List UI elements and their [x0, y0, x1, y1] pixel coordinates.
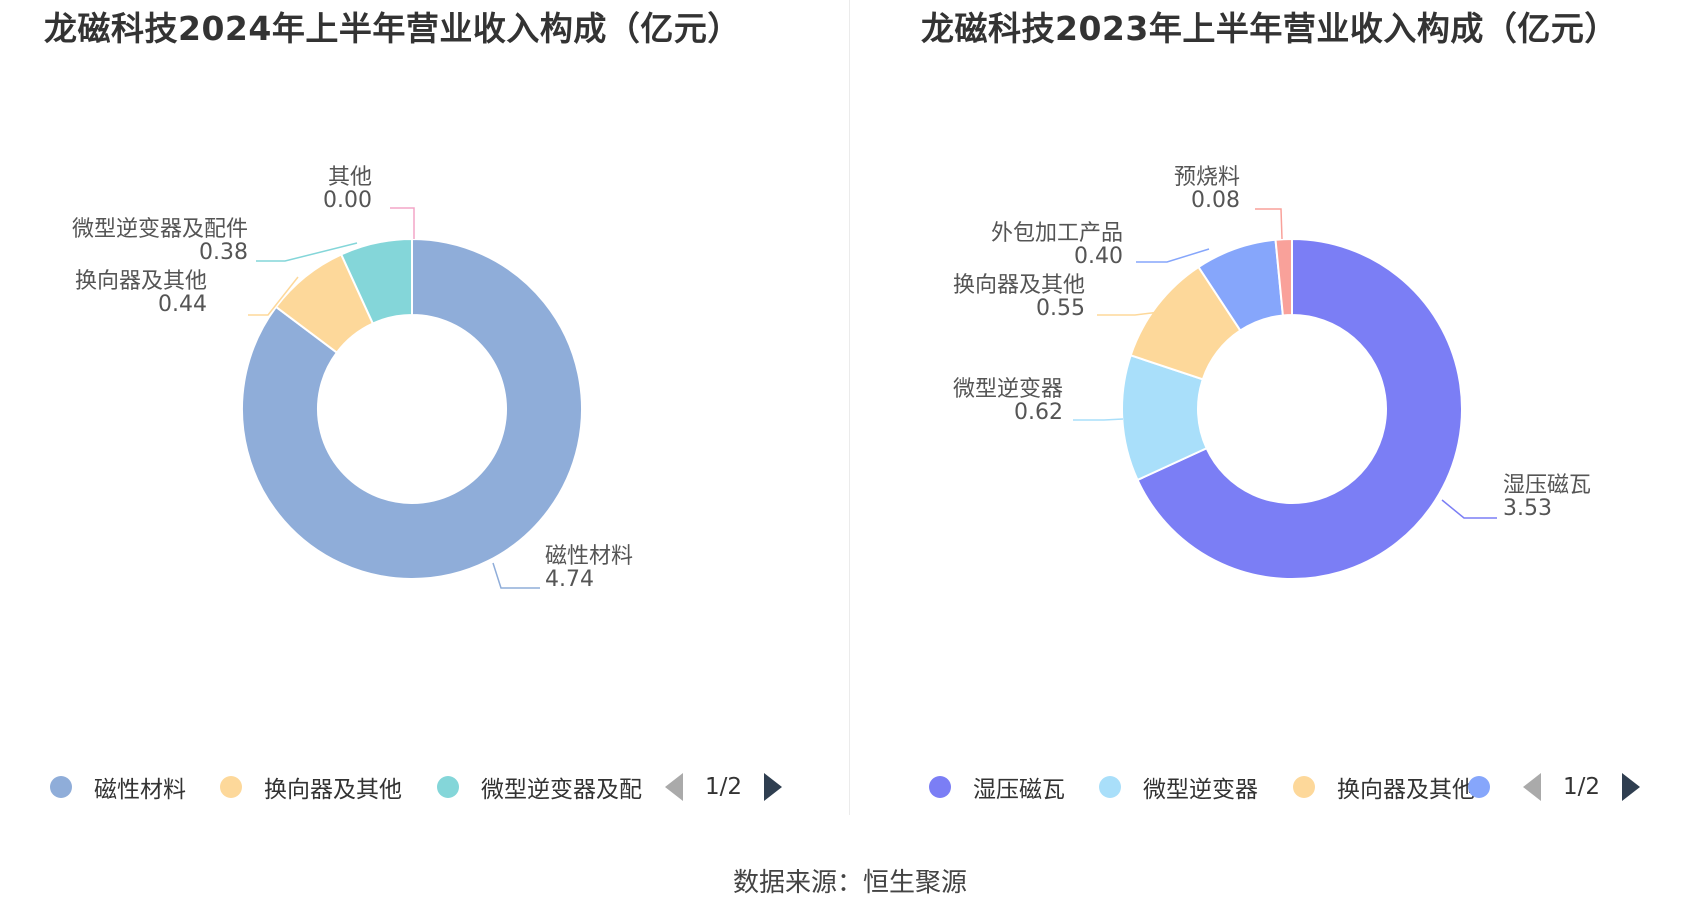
- legend-swatch: [1293, 776, 1315, 798]
- legend-page-indicator: 1/2: [1563, 774, 1601, 800]
- chart-panel-2023: 龙磁科技2023年上半年营业收入构成（亿元） 湿压磁瓦 3.53 微型逆变器 0.62…: [851, 0, 1700, 820]
- legend-next-arrow-icon[interactable]: [1622, 773, 1641, 801]
- label-leader-line: [492, 562, 540, 589]
- label-leader-line: [1255, 208, 1283, 240]
- slice-4[interactable]: [1274, 237, 1293, 317]
- legend-label: 换向器及其他: [264, 777, 402, 803]
- label-leader-line: [1136, 248, 1210, 263]
- legend-swatch: [1468, 776, 1490, 798]
- slice-category-label: 磁性材料: [545, 544, 633, 569]
- legend-swatch: [50, 776, 72, 798]
- slice-value-label: 0.08: [1191, 188, 1240, 213]
- legend-item[interactable]: 换向器及其他: [220, 770, 402, 804]
- slice-category-label: 预烧料: [1174, 165, 1240, 190]
- slice-value-label: 0.44: [158, 292, 207, 317]
- legend-pager: 1/2: [1523, 770, 1641, 804]
- chart-title: 龙磁科技2024年上半年营业收入构成（亿元）: [44, 9, 741, 48]
- legend-2023: 湿压磁瓦 微型逆变器 换向器及其他 1/2: [851, 770, 1700, 810]
- legend-next-arrow-icon[interactable]: [764, 773, 783, 801]
- legend-label: 微型逆变器及配: [481, 777, 642, 803]
- slice-value-label: 0.38: [199, 240, 248, 265]
- legend-label: 微型逆变器: [1143, 777, 1258, 803]
- slice-0[interactable]: [241, 237, 583, 580]
- label-leader-line: [1097, 311, 1161, 316]
- legend-item[interactable]: 微型逆变器及配: [437, 770, 642, 804]
- legend-item[interactable]: 微型逆变器: [1099, 770, 1258, 804]
- label-leader-line: [1073, 418, 1124, 421]
- legend-prev-arrow-icon[interactable]: [665, 773, 683, 801]
- slice-category-label: 外包加工产品: [991, 221, 1123, 246]
- slice-category-label: 换向器及其他: [75, 269, 207, 294]
- legend-swatch: [929, 776, 951, 798]
- legend-pager: 1/2: [665, 770, 783, 804]
- slice-0[interactable]: [1136, 237, 1463, 580]
- legend-page-indicator: 1/2: [705, 774, 743, 800]
- label-leader-line: [390, 207, 415, 239]
- label-leader-line: [248, 276, 299, 316]
- legend-label: 磁性材料: [94, 777, 186, 803]
- legend-swatch: [1099, 776, 1121, 798]
- legend-swatch: [437, 776, 459, 798]
- chart-title: 龙磁科技2023年上半年营业收入构成（亿元）: [921, 9, 1618, 48]
- legend-item[interactable]: [1468, 770, 1512, 804]
- slice-value-label: 0.00: [323, 188, 372, 213]
- slice-value-label: 0.40: [1074, 244, 1123, 269]
- slice-2[interactable]: [339, 237, 413, 325]
- legend-prev-arrow-icon[interactable]: [1523, 773, 1541, 801]
- legend-item[interactable]: 湿压磁瓦: [929, 770, 1065, 804]
- slice-category-label: 湿压磁瓦: [1503, 473, 1591, 498]
- slice-value-label: 4.74: [545, 567, 594, 592]
- panel-divider: [849, 0, 850, 815]
- donut-slices: [1121, 237, 1463, 580]
- legend-2024: 磁性材料 换向器及其他 微型逆变器及配 1/2: [0, 770, 849, 810]
- label-leader-line: [1441, 499, 1497, 519]
- data-source-label: 数据来源：恒生聚源: [732, 868, 967, 898]
- legend-label: 湿压磁瓦: [973, 777, 1065, 803]
- slice-category-label: 其他: [328, 165, 372, 190]
- slice-category-label: 换向器及其他: [953, 273, 1085, 298]
- slice-value-label: 0.55: [1036, 296, 1085, 321]
- donut-slices: [241, 237, 583, 580]
- slice-category-label: 微型逆变器: [953, 377, 1063, 402]
- chart-panel-2024: 龙磁科技2024年上半年营业收入构成（亿元） 磁性材料 4.74 换向器及其他 0.4…: [0, 0, 849, 820]
- legend-label: 换向器及其他: [1337, 777, 1475, 803]
- slice-category-label: 微型逆变器及配件: [72, 217, 248, 242]
- legend-item[interactable]: 换向器及其他: [1293, 770, 1475, 804]
- slice-value-label: 0.62: [1014, 400, 1063, 425]
- slice-value-label: 3.53: [1503, 496, 1552, 521]
- legend-swatch: [220, 776, 242, 798]
- label-leader-line: [256, 242, 358, 262]
- legend-item[interactable]: 磁性材料: [50, 770, 186, 804]
